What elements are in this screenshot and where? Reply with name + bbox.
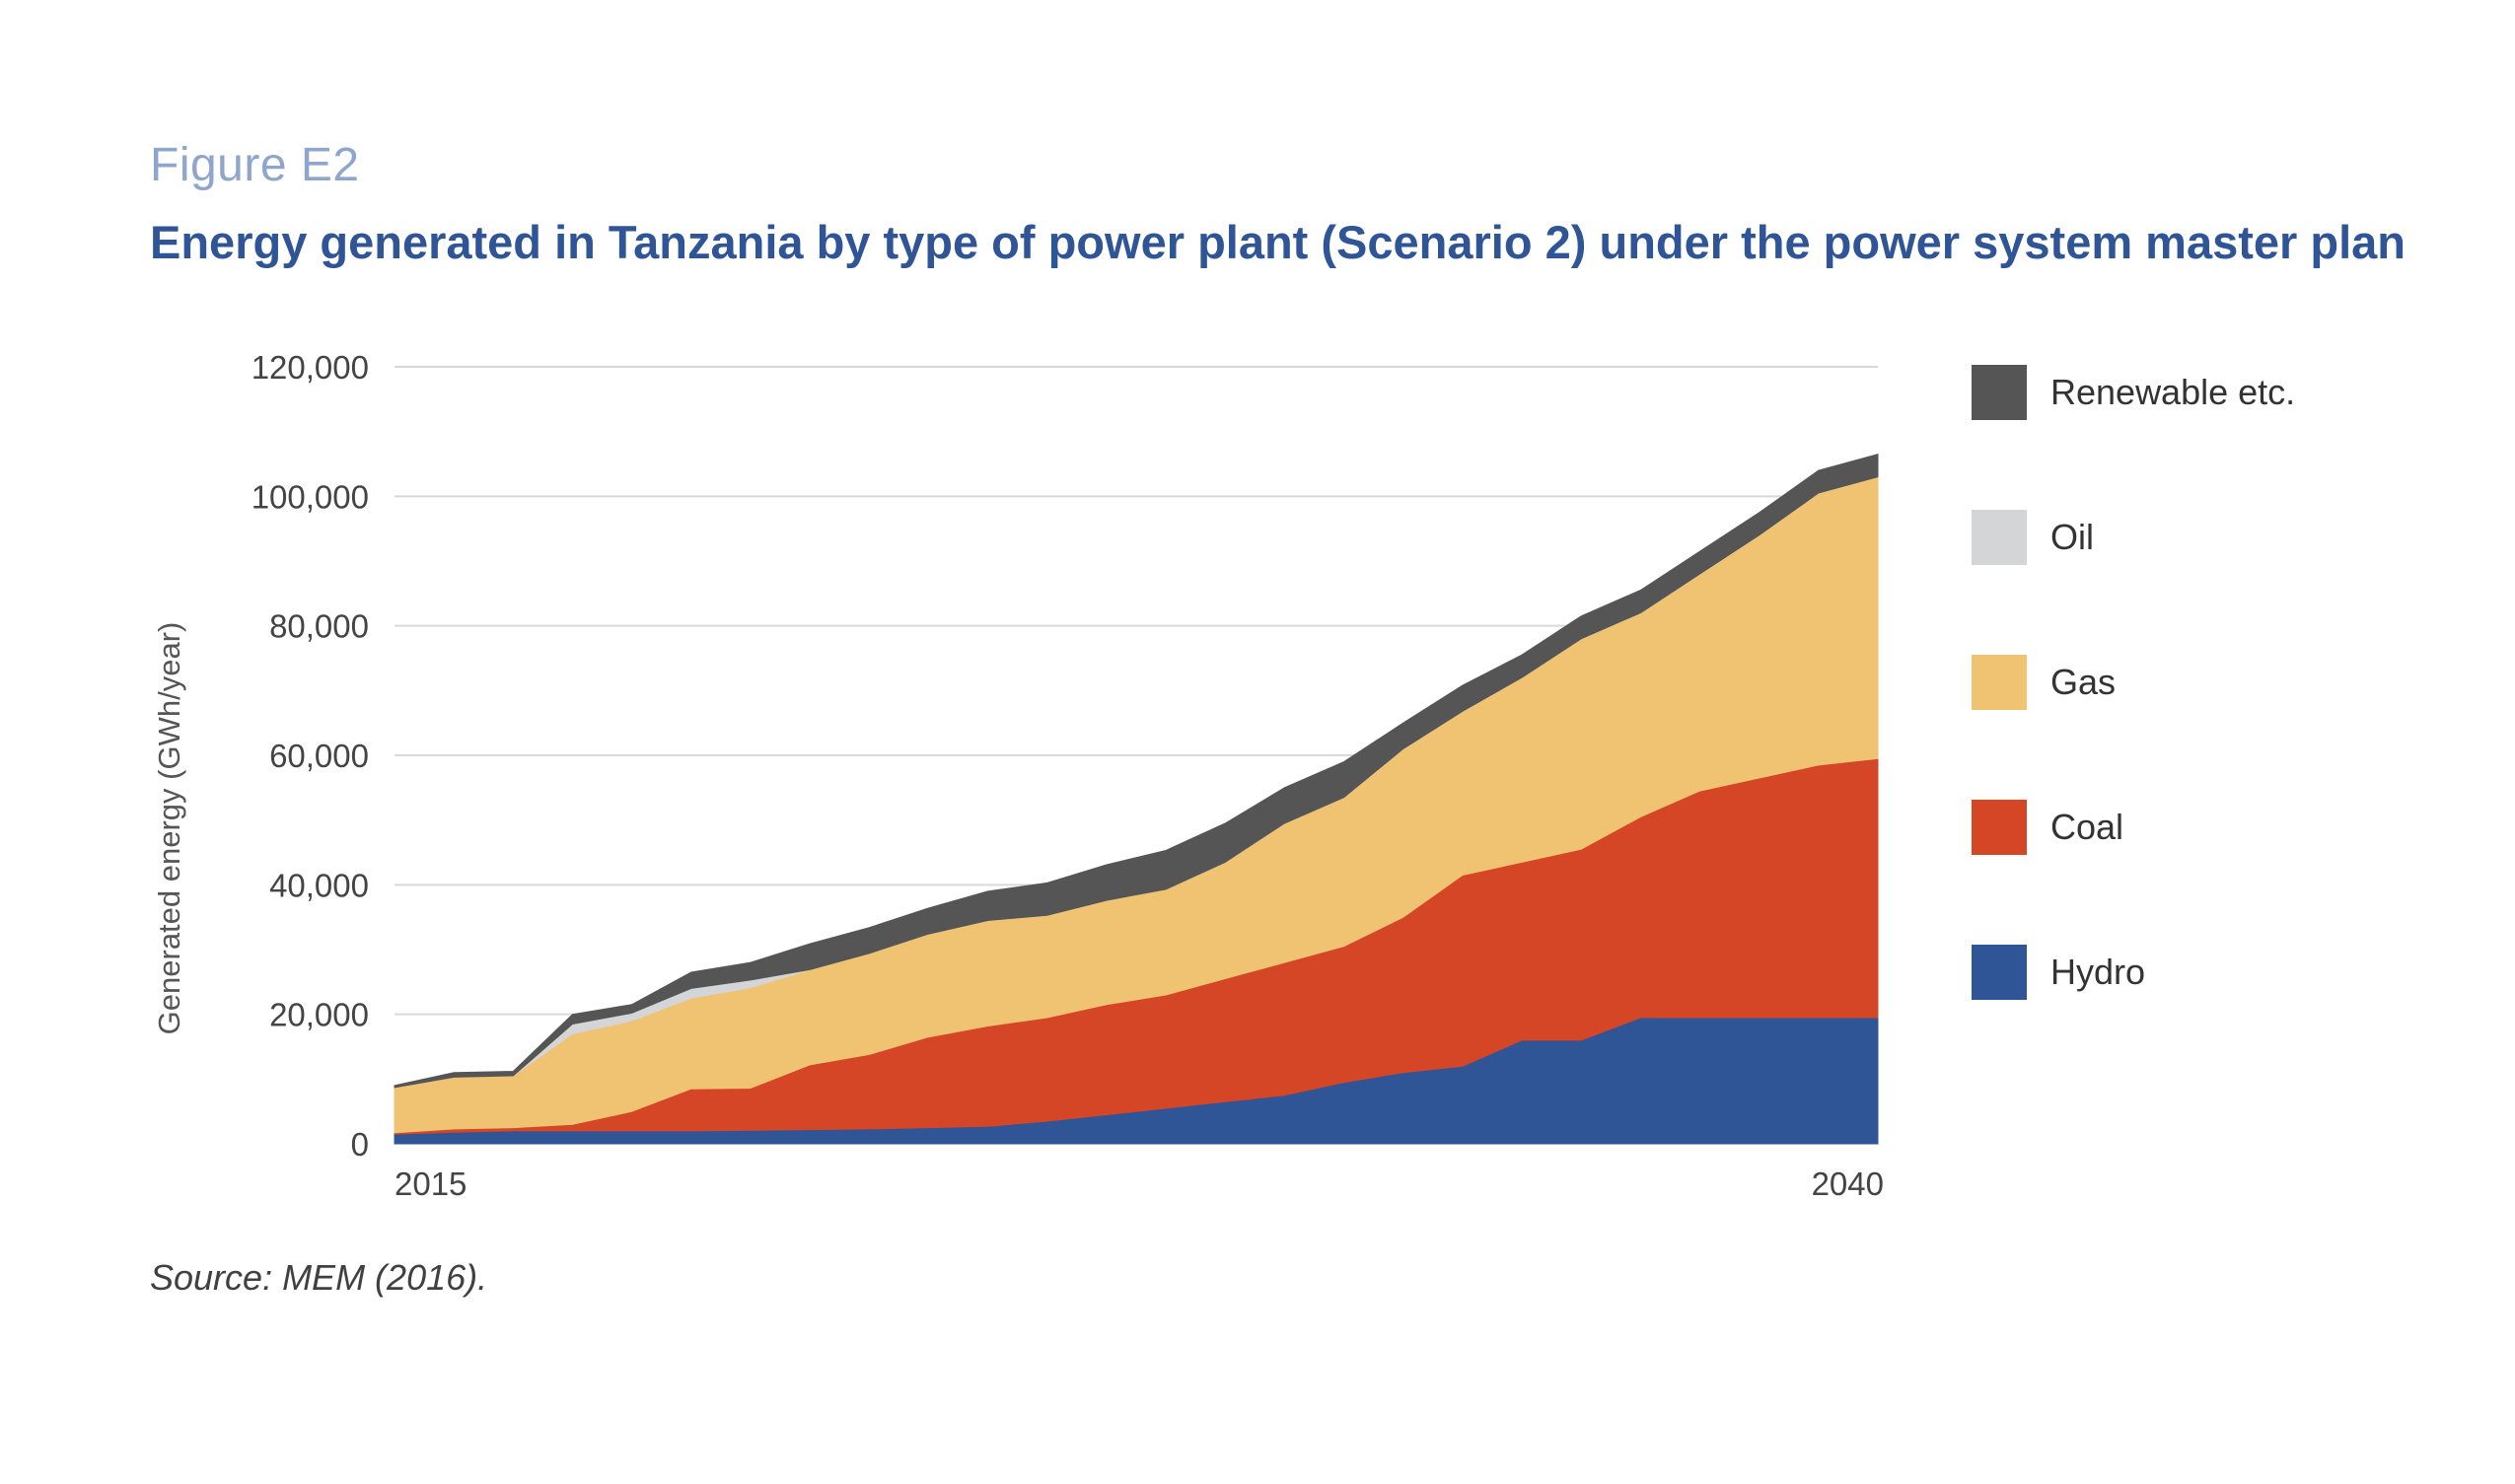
x-tick-label: 2040 [1812, 1166, 1884, 1202]
legend-label: Oil [2050, 517, 2094, 557]
y-tick-label: 100,000 [252, 478, 369, 515]
y-tick-label: 40,000 [269, 867, 369, 903]
legend-swatch [1972, 365, 2027, 420]
x-axis-ticks: 2015 2040 [395, 1166, 1884, 1202]
chart-title: Energy generated in Tanzania by type of … [150, 216, 2407, 268]
y-axis-ticks: 0 20,000 40,000 60,000 80,000 100,000 120,000 [252, 349, 369, 1163]
legend-item: Renewable etc. [1972, 365, 2295, 420]
legend-swatch [1972, 510, 2027, 565]
legend-label: Gas [2050, 662, 2117, 702]
y-tick-label: 20,000 [269, 997, 369, 1033]
legend-item: Coal [1972, 800, 2123, 855]
legend-swatch [1972, 655, 2027, 710]
legend-swatch [1972, 945, 2027, 1000]
area-renewable-etc [394, 454, 1879, 1089]
legend-label: Coal [2050, 807, 2124, 847]
legend-swatch [1972, 800, 2027, 855]
y-tick-label: 80,000 [269, 608, 369, 645]
legend-label: Renewable etc. [2050, 372, 2296, 412]
y-tick-label: 60,000 [269, 738, 369, 774]
y-tick-label: 0 [351, 1126, 369, 1163]
source-note: Source: MEM (2016). [150, 1257, 488, 1298]
figure-label: Figure E2 [150, 139, 360, 191]
stacked-areas [394, 454, 1879, 1145]
legend-item: Hydro [1972, 945, 2145, 1000]
x-tick-label: 2015 [395, 1166, 467, 1202]
legend-item: Oil [1972, 510, 2094, 565]
y-tick-label: 120,000 [252, 349, 369, 386]
y-axis-label: Generated energy (GWh/year) [152, 622, 186, 1035]
legend-item: Gas [1972, 655, 2116, 710]
legend-label: Hydro [2050, 952, 2146, 992]
